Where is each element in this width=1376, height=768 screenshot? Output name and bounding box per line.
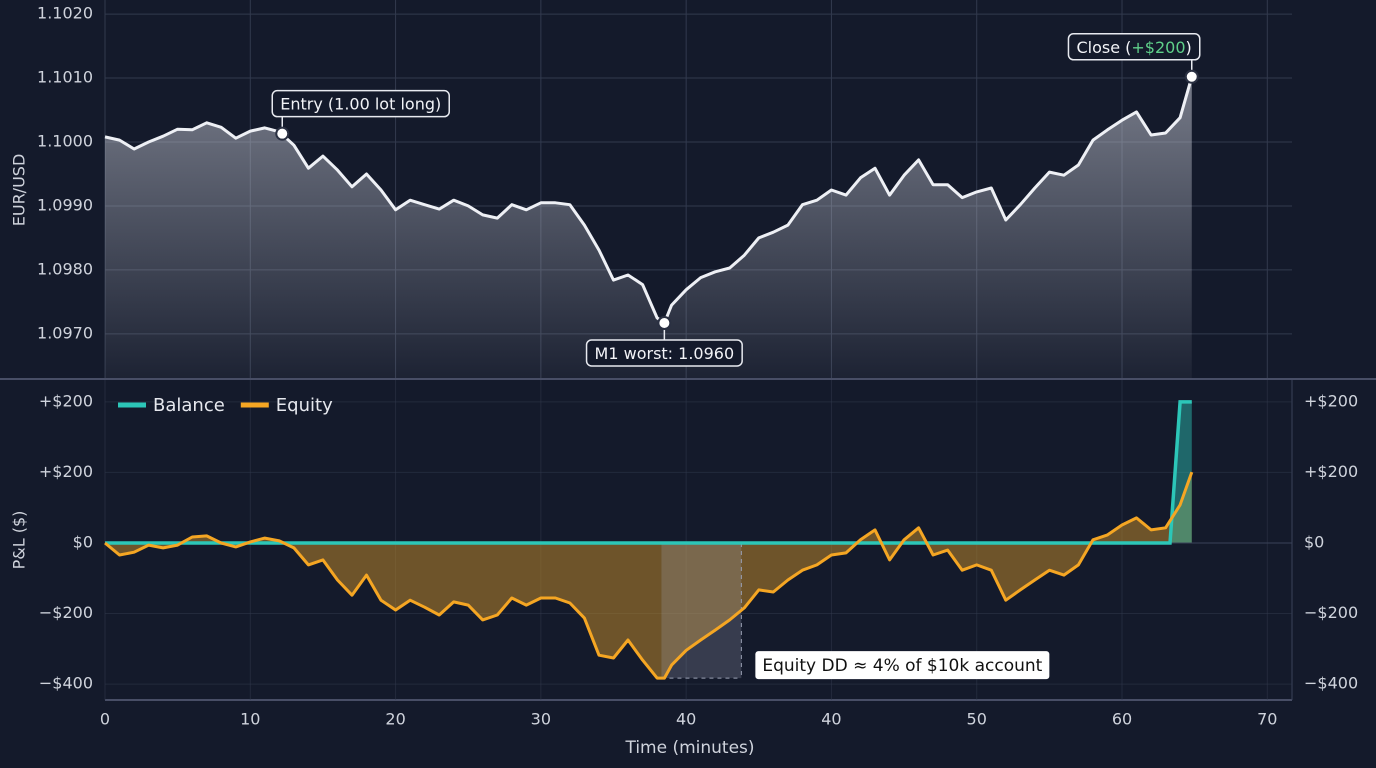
y-tick-label: 1.1020 — [37, 4, 93, 23]
y-tick-label: 1.0970 — [37, 323, 93, 342]
x-tick-label: 0 — [100, 710, 110, 729]
x-tick-label: 20 — [385, 710, 405, 729]
y-tick-label: −$200 — [39, 603, 93, 622]
balance-line — [105, 400, 1192, 545]
x-tick-label: 40 — [821, 710, 841, 729]
y-tick-label: −$400 — [39, 674, 93, 693]
price-line — [104, 76, 1194, 325]
y-tick-label-right: +$200 — [1304, 462, 1358, 481]
annotation-box — [1067, 33, 1201, 61]
annotation-point — [275, 126, 290, 141]
equity-area — [105, 472, 1192, 679]
x-tick-label: 10 — [240, 710, 260, 729]
y-tick-label: 1.1010 — [37, 68, 93, 87]
x-axis-label: Time (minutes) — [624, 738, 754, 758]
y-tick-label: 1.0980 — [37, 259, 93, 278]
price-area — [105, 76, 1192, 379]
annotation-text: Close (+$200) — [1076, 37, 1191, 56]
annotation-text: M1 worst: 1.0960 — [595, 343, 735, 362]
x-tick-label: 30 — [531, 710, 551, 729]
y-tick-label-right: +$200 — [1304, 391, 1358, 410]
y-tick-label: +$200 — [39, 462, 93, 481]
y-tick-label: 1.1000 — [37, 131, 93, 150]
drawdown-region — [661, 542, 742, 679]
equity-line — [104, 471, 1194, 680]
annotation: Entry (1.00 lot long) — [271, 89, 450, 134]
y-tick-label-right: −$200 — [1304, 603, 1358, 622]
annotation-point — [1184, 69, 1199, 84]
drawdown-label: Equity DD ≈ 4% of $10k account — [762, 656, 1042, 676]
x-tick-label: 40 — [676, 710, 696, 729]
annotation-text-part: Entry (1.00 lot long) — [280, 94, 441, 113]
y-tick-label: $0 — [73, 532, 93, 551]
x-tick-label: 60 — [1112, 710, 1132, 729]
annotation-point — [657, 315, 672, 330]
y-axis-label: P&L ($) — [10, 511, 29, 570]
annotation-text-part: M1 worst: 1.0960 — [595, 343, 735, 362]
annotation: M1 worst: 1.0960 — [585, 322, 743, 367]
y-tick-label-right: −$400 — [1304, 674, 1358, 693]
drawdown-callout: Equity DD ≈ 4% of $10k account — [755, 651, 1050, 680]
annotation-text-part: Close ( — [1076, 37, 1131, 56]
annotation-box — [271, 89, 450, 118]
legend-label: Equity — [276, 395, 333, 416]
annotation-text-part: +$200 — [1131, 37, 1185, 56]
y-tick-label-right: $0 — [1304, 532, 1324, 551]
y-tick-label: 1.0990 — [37, 195, 93, 214]
legend-label: Balance — [153, 395, 225, 416]
y-axis-label: EUR/USD — [10, 154, 29, 227]
x-tick-label: 50 — [967, 710, 987, 729]
annotation-text-part: ) — [1186, 37, 1192, 56]
y-tick-label: +$200 — [39, 391, 93, 410]
drawdown-label-box — [755, 651, 1050, 680]
x-tick-label: 70 — [1257, 710, 1277, 729]
annotation: Close (+$200) — [1067, 33, 1201, 77]
annotation-text: Entry (1.00 lot long) — [280, 94, 441, 113]
